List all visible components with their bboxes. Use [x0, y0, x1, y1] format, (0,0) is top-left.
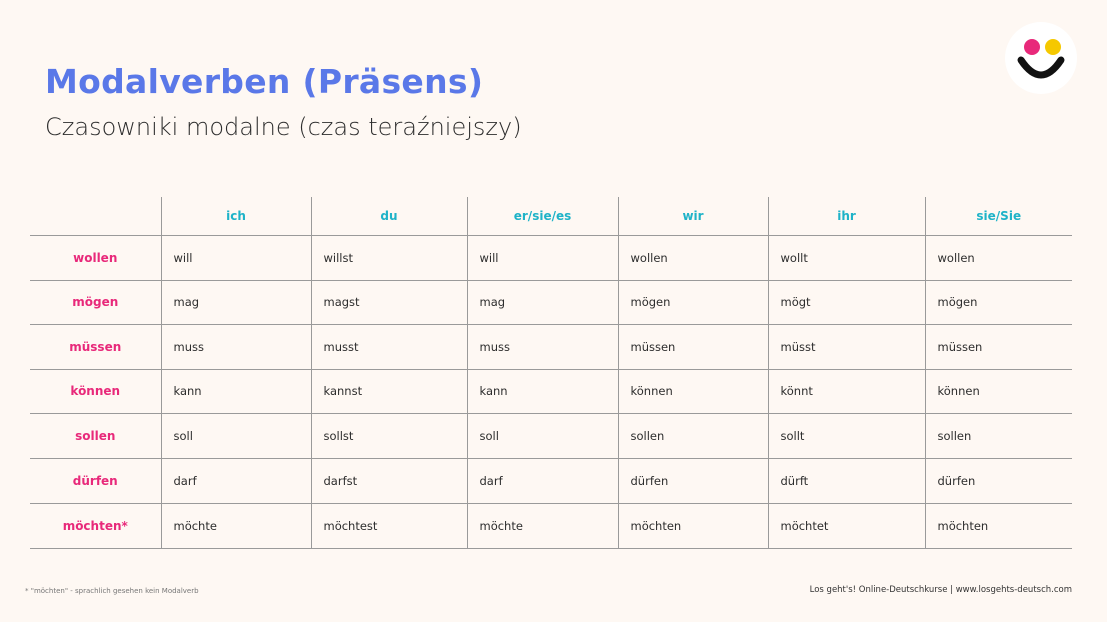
- verb-label: möchten*: [30, 502, 162, 549]
- column-header: wir: [617, 197, 769, 236]
- table-row: können kann kannst kann können könnt kön…: [30, 368, 1072, 414]
- table-cell: willst: [310, 234, 468, 281]
- logo: [1005, 22, 1077, 94]
- table-cell: sollst: [310, 412, 468, 459]
- table-cell: soll: [466, 412, 619, 459]
- verb-label: dürfen: [30, 457, 162, 504]
- table-row: müssen muss musst muss müssen müsst müss…: [30, 323, 1072, 370]
- column-header: sie/Sie: [924, 197, 1072, 236]
- table-cell: will: [160, 234, 312, 281]
- footer-credit: Los geht's! Online-Deutschkurse | www.lo…: [809, 585, 1072, 595]
- table-cell: will: [466, 234, 619, 281]
- table-cell: können: [924, 368, 1072, 414]
- table-cell: mögen: [924, 279, 1072, 325]
- table-cell: sollt: [767, 412, 926, 459]
- page-subtitle: Czasowniki modalne (czas teraźniejszy): [45, 113, 522, 141]
- table-cell: dürft: [767, 457, 926, 504]
- table-cell: darf: [160, 457, 312, 504]
- table-header-row: ich du er/sie/es wir ihr sie/Sie: [30, 197, 1072, 236]
- table-cell: magst: [310, 279, 468, 325]
- table-cell: möchten: [617, 502, 769, 549]
- table-row: mögen mag magst mag mögen mögt mögen: [30, 279, 1072, 325]
- footnote: * "möchten" - sprachlich gesehen kein Mo…: [25, 587, 199, 595]
- table-cell: musst: [310, 323, 468, 370]
- table-cell: mag: [466, 279, 619, 325]
- column-header: er/sie/es: [466, 197, 619, 236]
- verb-label: wollen: [30, 234, 162, 281]
- table-cell: soll: [160, 412, 312, 459]
- table-cell: darfst: [310, 457, 468, 504]
- table-cell: kann: [466, 368, 619, 414]
- verb-label: sollen: [30, 412, 162, 459]
- table-cell: mögen: [617, 279, 769, 325]
- table-cell: muss: [466, 323, 619, 370]
- table-cell: darf: [466, 457, 619, 504]
- table-cell: wollt: [767, 234, 926, 281]
- table-cell: muss: [160, 323, 312, 370]
- table-cell: möchte: [466, 502, 619, 549]
- table-cell: müsst: [767, 323, 926, 370]
- verb-label: müssen: [30, 323, 162, 370]
- table-cell: kann: [160, 368, 312, 414]
- column-header: ich: [160, 197, 312, 236]
- table-row: dürfen darf darfst darf dürfen dürft dür…: [30, 457, 1072, 504]
- verb-label: können: [30, 368, 162, 414]
- table-cell: könnt: [767, 368, 926, 414]
- smiley-face-icon: [1017, 39, 1065, 79]
- conjugation-table: ich du er/sie/es wir ihr sie/Sie wollen …: [30, 197, 1072, 549]
- table-cell: sollen: [924, 412, 1072, 459]
- table-cell: müssen: [617, 323, 769, 370]
- table-cell: mögt: [767, 279, 926, 325]
- table-row: wollen will willst will wollen wollt wol…: [30, 234, 1072, 281]
- table-cell: dürfen: [617, 457, 769, 504]
- corner-cell: [30, 197, 162, 236]
- table-row: sollen soll sollst soll sollen sollt sol…: [30, 412, 1072, 459]
- column-header: du: [310, 197, 468, 236]
- table-cell: dürfen: [924, 457, 1072, 504]
- table-cell: wollen: [617, 234, 769, 281]
- page-title: Modalverben (Präsens): [45, 62, 484, 101]
- table-cell: kannst: [310, 368, 468, 414]
- table-cell: sollen: [617, 412, 769, 459]
- table-cell: wollen: [924, 234, 1072, 281]
- table-cell: möchtet: [767, 502, 926, 549]
- table-cell: möchte: [160, 502, 312, 549]
- table-cell: können: [617, 368, 769, 414]
- table-cell: möchtest: [310, 502, 468, 549]
- column-header: ihr: [767, 197, 926, 236]
- table-cell: möchten: [924, 502, 1072, 549]
- table-cell: müssen: [924, 323, 1072, 370]
- table-row: möchten* möchte möchtest möchte möchten …: [30, 502, 1072, 549]
- verb-label: mögen: [30, 279, 162, 325]
- table-cell: mag: [160, 279, 312, 325]
